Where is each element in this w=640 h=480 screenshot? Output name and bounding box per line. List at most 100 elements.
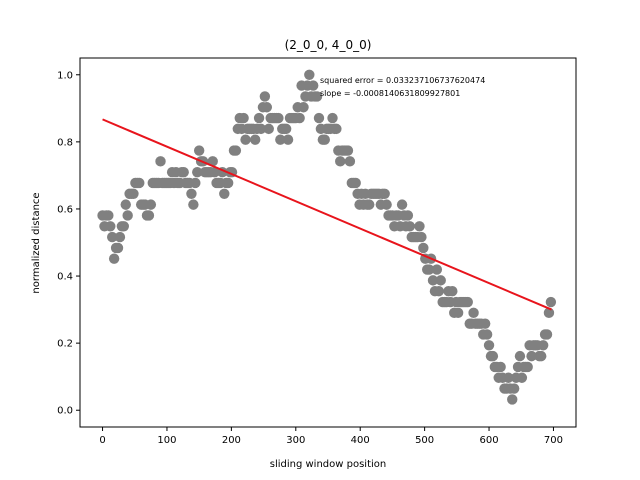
fit-layer: [102, 118, 552, 311]
data-point: [298, 102, 309, 113]
data-point: [103, 210, 114, 221]
data-point: [350, 177, 361, 189]
data-point: [495, 361, 506, 373]
points-layer: [97, 69, 557, 405]
data-point: [134, 177, 145, 189]
data-point: [307, 80, 319, 91]
chart-title: (2_0_0, 4_0_0): [285, 38, 372, 52]
data-point: [487, 350, 499, 362]
data-point: [402, 210, 414, 221]
data-point: [143, 210, 155, 221]
data-point: [275, 134, 286, 145]
data-point: [537, 340, 549, 351]
y-tick-label: 0.2: [57, 339, 73, 350]
data-point: [105, 221, 116, 232]
data-point: [331, 123, 342, 135]
data-point: [282, 134, 294, 145]
data-point: [230, 145, 242, 156]
data-point: [122, 210, 133, 221]
x-tick-label: 0: [99, 435, 105, 446]
x-tick-label: 400: [351, 435, 370, 446]
data-point: [435, 275, 446, 286]
data-point: [381, 199, 392, 210]
data-point: [259, 91, 271, 102]
data-point: [319, 134, 330, 145]
data-point: [418, 242, 429, 254]
data-point: [327, 112, 338, 124]
data-point: [508, 383, 520, 394]
data-point: [238, 112, 249, 124]
data-point: [503, 372, 514, 383]
data-point: [516, 372, 528, 383]
data-point: [447, 286, 458, 297]
data-point: [431, 264, 443, 275]
data-point: [342, 145, 354, 156]
data-point: [479, 318, 491, 329]
data-point: [536, 350, 547, 362]
data-point: [240, 134, 251, 145]
data-point: [335, 156, 346, 167]
data-point: [462, 296, 473, 308]
data-point: [404, 221, 416, 232]
data-point: [396, 199, 408, 210]
data-point: [190, 177, 201, 189]
data-point: [255, 123, 267, 135]
x-tick-label: 700: [544, 435, 563, 446]
x-tick-label: 200: [222, 435, 241, 446]
data-point: [414, 221, 425, 232]
data-point: [155, 156, 166, 167]
data-point: [507, 394, 518, 405]
y-axis-ticks: 0.0 0.2 0.4 0.6 0.8 1.0: [57, 70, 80, 417]
data-point: [114, 231, 126, 243]
x-tick-label: 100: [157, 435, 176, 446]
data-point: [545, 296, 557, 308]
data-point: [263, 123, 274, 135]
data-point: [108, 253, 120, 264]
data-point: [280, 123, 292, 135]
y-tick-label: 0.6: [57, 204, 73, 215]
y-tick-label: 1.0: [57, 70, 73, 81]
data-point: [294, 112, 305, 124]
x-axis-ticks: 0 100 200 300 400 500 600 700: [99, 427, 563, 446]
data-point: [219, 188, 230, 199]
data-point: [481, 329, 493, 340]
data-point: [261, 102, 273, 113]
data-point: [209, 166, 220, 178]
data-point: [379, 188, 390, 199]
data-point: [178, 166, 189, 178]
data-point: [452, 307, 464, 319]
regression-line: [102, 118, 552, 311]
x-tick-label: 300: [286, 435, 305, 446]
data-point: [112, 242, 124, 254]
data-point: [120, 199, 131, 210]
data-point: [253, 112, 265, 124]
data-point: [222, 177, 234, 189]
data-point: [188, 199, 199, 210]
annotation-squared-error: squared error = 0.033237106737620474: [320, 76, 485, 85]
data-point: [468, 307, 479, 319]
data-point: [514, 350, 526, 362]
data-point: [273, 112, 284, 124]
data-point: [193, 145, 205, 156]
data-point: [364, 199, 375, 210]
y-tick-label: 0.8: [57, 137, 73, 148]
data-point: [313, 112, 325, 124]
data-point: [192, 166, 203, 178]
data-point: [427, 275, 439, 286]
data-point: [416, 231, 427, 243]
x-tick-label: 500: [415, 435, 434, 446]
plot-frame: [79, 57, 577, 428]
y-axis-label: normalized distance: [31, 192, 42, 293]
data-point: [311, 91, 323, 102]
data-point: [186, 188, 197, 199]
y-tick-label: 0.4: [57, 272, 73, 283]
data-point: [543, 307, 555, 319]
data-point: [304, 69, 315, 80]
y-tick-label: 0.0: [57, 406, 73, 417]
data-point: [118, 221, 129, 232]
data-point: [522, 361, 533, 373]
annotation-slope: slope = -0.0008140631809927801: [320, 89, 460, 98]
